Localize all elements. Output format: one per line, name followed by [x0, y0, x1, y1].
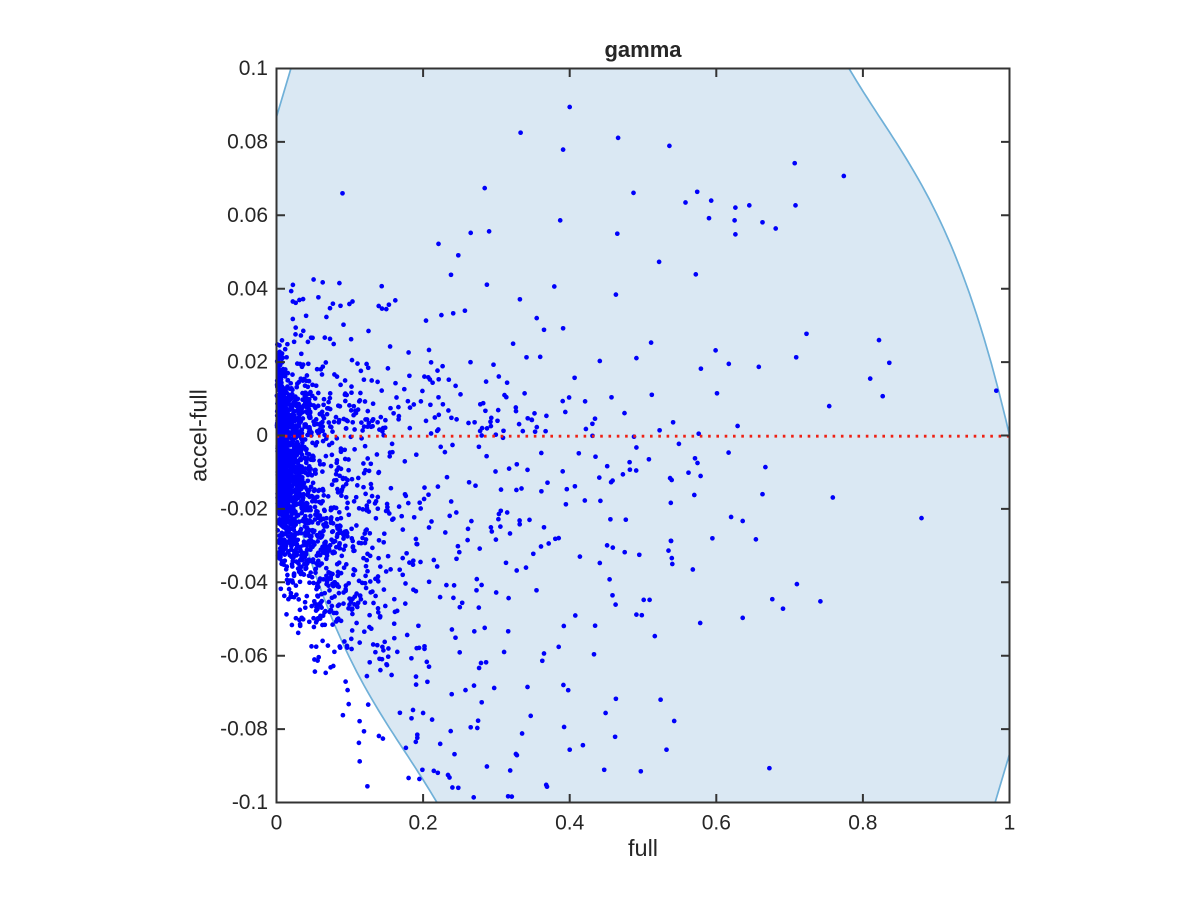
svg-text:0.08: 0.08 — [227, 131, 268, 154]
svg-text:1: 1 — [1004, 812, 1016, 835]
svg-text:-0.08: -0.08 — [220, 718, 268, 741]
svg-text:0.06: 0.06 — [227, 204, 268, 227]
svg-text:0.02: 0.02 — [227, 351, 268, 374]
svg-text:0.2: 0.2 — [408, 812, 437, 835]
svg-text:-0.02: -0.02 — [220, 498, 268, 521]
svg-text:-0.1: -0.1 — [232, 791, 268, 814]
svg-text:0.4: 0.4 — [555, 812, 585, 835]
svg-text:-0.06: -0.06 — [220, 644, 268, 667]
svg-text:accel-full: accel-full — [186, 389, 212, 482]
svg-text:-0.04: -0.04 — [220, 571, 268, 594]
svg-text:0.8: 0.8 — [848, 812, 877, 835]
svg-text:gamma: gamma — [604, 37, 682, 62]
svg-text:0.04: 0.04 — [227, 277, 268, 300]
svg-text:0: 0 — [256, 424, 268, 447]
svg-text:0: 0 — [271, 812, 283, 835]
svg-text:0.6: 0.6 — [702, 812, 731, 835]
svg-text:0.1: 0.1 — [239, 57, 268, 80]
svg-text:full: full — [628, 835, 658, 861]
